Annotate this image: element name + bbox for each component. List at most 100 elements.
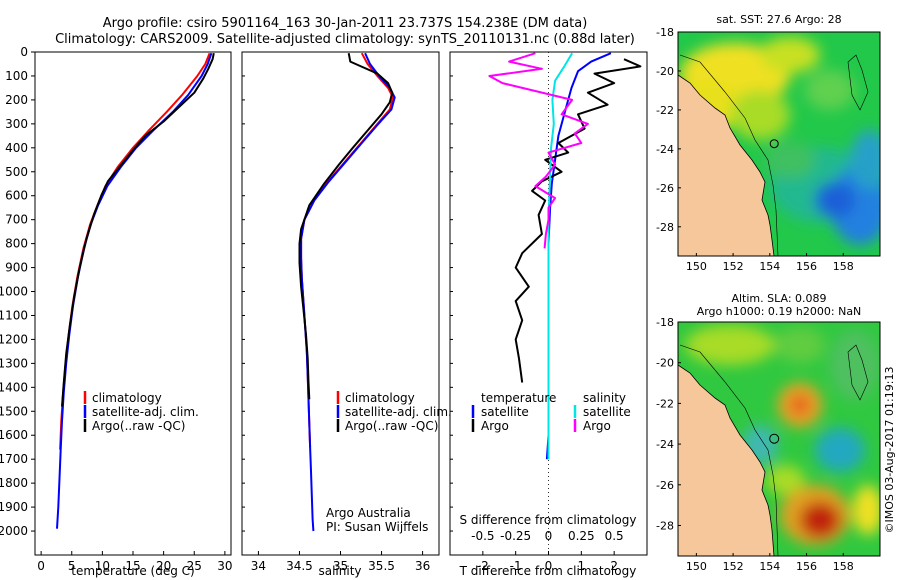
sla-map-frame: [677, 321, 881, 557]
series-argo: [61, 53, 215, 407]
temperature-xlabel: temperature (deg C): [71, 564, 194, 578]
sst-map-title: sat. SST: 27.6 Argo: 28: [716, 13, 841, 26]
sst-depth-contour: [679, 54, 779, 256]
legend-label-temp-argo: Argo: [481, 419, 509, 433]
depth-tick-label: 400: [5, 141, 28, 155]
salinity-panel: 34 34.5 35 35.5 36 salinity climatology sate…: [241, 51, 452, 578]
x-tick-label: 15: [125, 559, 140, 573]
legend-label-temp-satellite: satellite: [481, 405, 529, 419]
pi-annotation-line-2: PI: Susan Wijffels: [326, 520, 428, 534]
s-tick-label: 0: [545, 529, 553, 543]
sla-land: [678, 364, 775, 556]
x-tick-label: 20: [156, 559, 171, 573]
temperature-axes-frame: [34, 51, 232, 556]
depth-tick-label: 1200: [0, 332, 28, 346]
map-y-tick-label: -26: [656, 479, 674, 492]
x-tick-label: 0: [37, 559, 45, 573]
salinity-x-axis: 34 34.5 35 35.5 36: [251, 551, 430, 573]
x-tick-label: 10: [95, 559, 110, 573]
map-y-tick-label: -28: [656, 221, 674, 234]
x-tick-label: 1: [578, 559, 586, 573]
map-y-tick-label: -18: [656, 316, 674, 329]
depth-tick-label: 1900: [0, 500, 28, 514]
map-y-tick-label: -20: [656, 357, 674, 370]
x-tick-label: 5: [68, 559, 76, 573]
map-x-tick-label: 152: [723, 260, 744, 273]
x-tick-label: 35.5: [368, 559, 395, 573]
depth-tick-label: 300: [5, 117, 28, 131]
sst-map: sat. SST: 27.6 Argo: 28 150 152 154 156 158 -…: [656, 13, 881, 273]
sst-map-axes: 150 152 154 156 158 -18 -20 -22 -24 -26 -28: [656, 26, 854, 273]
argo-float-marker: [769, 139, 779, 149]
x-tick-label: -2: [477, 559, 489, 573]
legend-label-climatology: climatology: [92, 391, 162, 405]
map-y-tick-label: -22: [656, 104, 674, 117]
x-tick-label: 30: [217, 559, 232, 573]
x-tick-label: 36: [415, 559, 430, 573]
depth-tick-label: 100: [5, 69, 28, 83]
map-x-tick-label: 158: [833, 560, 854, 573]
s-difference-x-axis: -0.5 -0.25 0 0.25 0.5: [471, 529, 624, 543]
salinity-legend: climatology satellite-adj. clim. Argo(..…: [336, 391, 452, 433]
map-x-tick-label: 156: [796, 260, 817, 273]
title-line-1: Argo profile: csiro 5901164_163 30-Jan-2…: [103, 16, 588, 31]
sst-field: [678, 32, 880, 256]
temperature-panel: 0100200300400500600700800900100011001200…: [0, 45, 453, 578]
sla-map-axes: 150 152 154 156 158 -18 -20 -22 -24 -26 -28: [656, 316, 854, 573]
legend-title-salinity: salinity: [583, 391, 626, 405]
legend-label-sal-satellite: satellite: [583, 405, 631, 419]
difference-lines: [488, 52, 642, 460]
x-tick-label: 2: [610, 559, 618, 573]
depth-tick-label: 1800: [0, 476, 28, 490]
legend-label-argo: Argo(..raw -QC): [92, 419, 185, 433]
x-tick-label: 34.5: [286, 559, 313, 573]
depth-axis: 0 100 200 300 400 500 600 700 800 900 1000 1100 1200…: [0, 45, 453, 538]
legend-title-temperature: temperature: [481, 391, 556, 405]
series-satellite: [300, 52, 396, 532]
difference-legend: temperature salinity satellite Argo sate…: [471, 391, 631, 433]
legend-label-satellite: satellite-adj. clim.: [345, 405, 452, 419]
map-x-tick-label: 158: [833, 260, 854, 273]
map-x-tick-label: 156: [796, 560, 817, 573]
depth-tick-label: 1400: [0, 380, 28, 394]
argo-float-marker: [769, 433, 780, 444]
sla-map: Altim. SLA: 0.089 Argo h1000: 0.19 h2000…: [656, 292, 881, 573]
x-tick-label: 34: [251, 559, 266, 573]
map-y-tick-label: -28: [656, 519, 674, 532]
map-x-tick-label: 150: [686, 260, 707, 273]
depth-tick-label: 700: [5, 213, 28, 227]
pi-annotation-line-1: Argo Australia: [326, 506, 411, 520]
depth-tick-label: 1700: [0, 452, 28, 466]
temperature-x-axis: 0 5 10 15 20 25 30: [37, 551, 233, 573]
depth-tick-label: 1000: [0, 285, 28, 299]
sst-seamount-contour: [847, 54, 869, 111]
series-temperature-argo: [514, 58, 642, 383]
legend-label-sal-argo: Argo: [583, 419, 611, 433]
depth-tick-label: 0: [20, 45, 28, 59]
legend-label-argo: Argo(..raw -QC): [345, 419, 438, 433]
salinity-xlabel: salinity: [318, 564, 361, 578]
map-x-tick-label: 154: [759, 260, 780, 273]
x-tick-label: 0: [545, 559, 553, 573]
t-difference-xlabel: T difference from climatology: [459, 564, 637, 578]
series-salinity-argo: [488, 52, 589, 249]
depth-tick-label: 1100: [0, 308, 28, 322]
depth-tick-label: 500: [5, 165, 28, 179]
imos-watermark: ©IMOS 03-Aug-2017 01:19:13: [883, 367, 896, 534]
s-difference-xlabel: S difference from climatology: [460, 513, 637, 527]
series-climatology: [300, 52, 394, 448]
sla-seamount-contour: [847, 344, 869, 401]
s-tick-label: -0.5: [471, 529, 494, 543]
series-argo: [298, 53, 394, 400]
sla-map-title-line-2: Argo h1000: 0.19 h2000: NaN: [697, 305, 862, 318]
x-tick-label: 25: [187, 559, 202, 573]
sst-blobs: [678, 37, 880, 245]
s-tick-label: -0.25: [500, 529, 531, 543]
s-tick-label: 0.25: [568, 529, 595, 543]
depth-tick-label: 1600: [0, 428, 28, 442]
sst-map-frame: [677, 31, 881, 257]
temperature-legend: climatology satellite-adj. clim. Argo(..…: [83, 391, 199, 433]
map-y-tick-label: -18: [656, 26, 674, 39]
depth-tick-label: 1500: [0, 404, 28, 418]
